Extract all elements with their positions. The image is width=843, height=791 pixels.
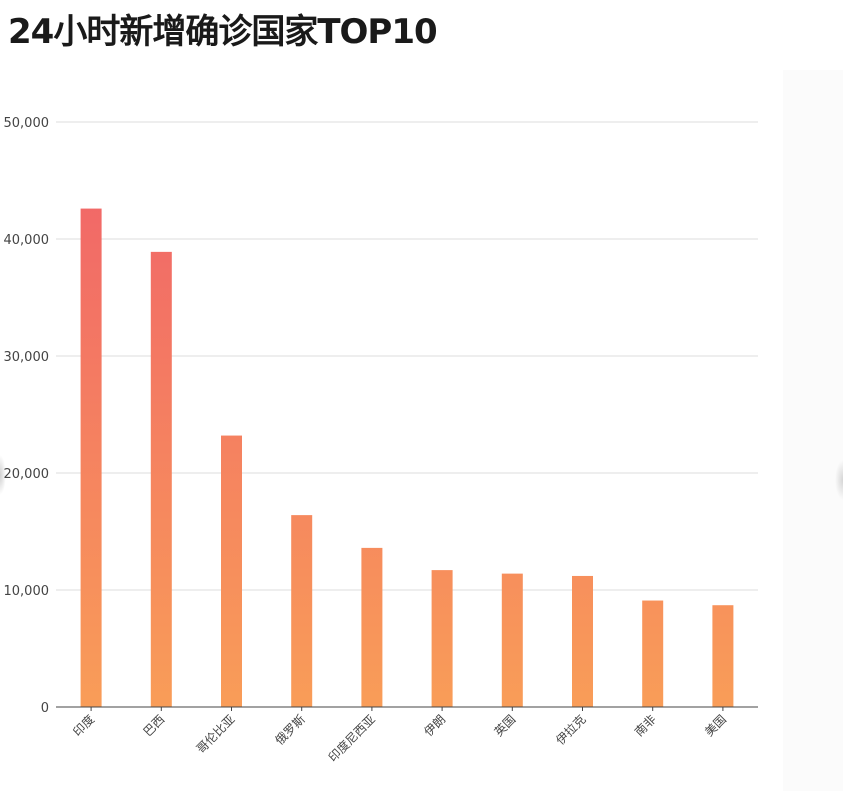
bars[interactable]	[80, 208, 734, 707]
grid-lines	[56, 121, 758, 591]
y-axis-tick-labels: 0 10,000 20,000 30,000 40,000 50,000	[4, 116, 50, 716]
bar-9[interactable]	[642, 600, 664, 707]
right-edge-shadow	[835, 460, 843, 500]
bar-6[interactable]	[431, 570, 453, 707]
bar-8[interactable]	[572, 575, 593, 707]
x-tick-label: 美国	[702, 712, 729, 739]
y-tick-label: 50,000	[4, 116, 50, 131]
x-tick-label: 巴西	[141, 712, 168, 739]
bar-2[interactable]	[150, 251, 172, 707]
x-tick-label: 印度	[70, 712, 98, 740]
page-title: 24小时新增确诊国家TOP10	[8, 12, 438, 52]
x-axis-tick-labels: 印度 巴西 哥伦比亚 俄罗斯 印度尼西亚 伊朗 英国 伊拉克 南非 美国	[70, 712, 729, 765]
x-tick-label: 印度尼西亚	[325, 712, 378, 765]
y-tick-label: 40,000	[4, 233, 50, 248]
bar-1[interactable]	[80, 208, 102, 707]
bar-7[interactable]	[501, 573, 523, 707]
x-tick-label: 伊拉克	[553, 712, 589, 748]
y-tick-label: 30,000	[4, 350, 50, 365]
y-tick-label: 0	[41, 701, 49, 716]
y-tick-label: 10,000	[4, 584, 50, 599]
bar-5[interactable]	[361, 547, 383, 707]
bar-10[interactable]	[712, 605, 734, 707]
bar-4[interactable]	[291, 515, 313, 707]
y-tick-label: 20,000	[4, 467, 50, 482]
x-tick-label: 伊朗	[421, 712, 448, 739]
side-panel	[783, 70, 843, 791]
x-tick-label: 俄罗斯	[272, 712, 307, 747]
x-tick-label: 哥伦比亚	[193, 712, 238, 757]
x-tick-label: 英国	[492, 712, 519, 739]
left-edge-shadow	[0, 455, 6, 495]
x-tick-label: 南非	[631, 712, 659, 740]
bar-3[interactable]	[221, 435, 242, 707]
x-axis	[56, 706, 758, 711]
